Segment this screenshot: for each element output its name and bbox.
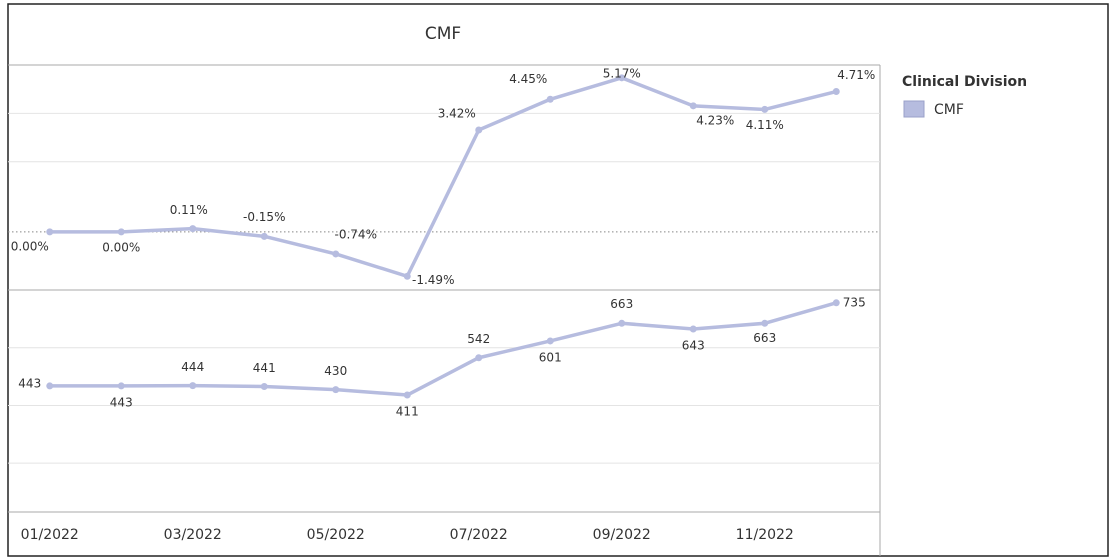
point — [832, 88, 840, 96]
point — [761, 105, 769, 113]
point — [546, 337, 554, 345]
point — [332, 250, 340, 258]
data-label: -0.74% — [335, 227, 377, 241]
point — [260, 382, 268, 390]
point — [189, 382, 197, 390]
data-label: 663 — [753, 331, 776, 345]
data-label: 5.17% — [603, 66, 641, 80]
line — [49, 301, 837, 397]
data-label: 643 — [682, 338, 705, 352]
data-label: 430 — [324, 364, 347, 378]
data-label: -0.15% — [243, 210, 285, 224]
point — [117, 382, 125, 390]
legend-swatch — [903, 100, 925, 118]
data-label: -1.49% — [412, 273, 454, 287]
point — [189, 225, 197, 233]
data-label: 0.11% — [170, 203, 208, 217]
data-label: 4.11% — [746, 118, 784, 132]
x-tick-label: 07/2022 — [450, 527, 508, 543]
point — [117, 228, 125, 236]
data-label: 735 — [843, 295, 866, 309]
point — [403, 272, 411, 280]
data-label: 444 — [181, 360, 204, 374]
point — [618, 319, 626, 327]
x-tick-label: 03/2022 — [164, 527, 222, 543]
data-label: 663 — [610, 297, 633, 311]
data-label: 443 — [110, 395, 133, 409]
data-label: 0.00% — [11, 239, 49, 253]
legend-item: CMF — [934, 102, 964, 118]
frame — [7, 3, 1109, 557]
point — [475, 126, 483, 134]
point — [761, 319, 769, 327]
point — [46, 228, 54, 236]
x-tick-label: 05/2022 — [307, 527, 365, 543]
data-label: 542 — [467, 332, 490, 346]
x-tick-label: 11/2022 — [736, 527, 794, 543]
x-tick-label: 01/2022 — [21, 527, 79, 543]
point — [475, 354, 483, 362]
legend-title: Clinical Division — [902, 74, 1027, 90]
data-label: 601 — [539, 350, 562, 364]
data-label: 4.71% — [837, 68, 875, 82]
point — [332, 386, 340, 394]
point — [260, 232, 268, 240]
data-label: 3.42% — [438, 106, 476, 120]
line — [49, 76, 837, 279]
x-tick-label: 09/2022 — [593, 527, 651, 543]
point — [689, 102, 697, 110]
point — [403, 391, 411, 399]
point — [689, 325, 697, 333]
data-label: 411 — [396, 405, 419, 419]
data-label: 441 — [253, 361, 276, 375]
data-label: 0.00% — [102, 240, 140, 254]
point — [618, 74, 626, 82]
chart-title: CMF — [425, 24, 461, 44]
data-label: 4.45% — [509, 72, 547, 86]
point — [546, 95, 554, 103]
point — [832, 299, 840, 307]
point — [46, 382, 54, 390]
data-label: 4.23% — [696, 113, 734, 127]
data-label: 443 — [18, 376, 41, 390]
